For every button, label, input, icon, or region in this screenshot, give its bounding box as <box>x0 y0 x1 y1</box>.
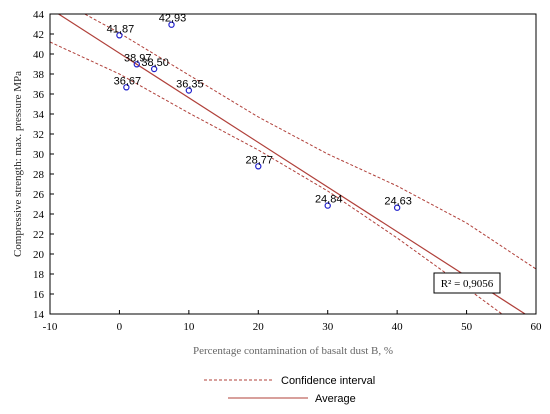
x-tick-label: 30 <box>322 321 334 333</box>
y-tick-label: 40 <box>33 49 45 61</box>
data-point-label: 24,63 <box>384 196 412 208</box>
data-point-label: 38,97 <box>124 52 152 64</box>
data-point-label: 36,35 <box>176 79 204 91</box>
data-point <box>255 163 262 170</box>
legend-label-confidence: Confidence interval <box>281 375 375 387</box>
x-tick-label: 10 <box>183 321 195 333</box>
y-tick-label: 28 <box>33 169 45 181</box>
r-squared-label: R² = 0,9056 <box>441 278 494 290</box>
y-tick-label: 16 <box>33 289 45 301</box>
x-tick-label: 40 <box>392 321 404 333</box>
y-tick-label: 22 <box>33 229 44 241</box>
y-tick-label: 30 <box>33 149 45 161</box>
y-tick-label: 32 <box>33 129 44 141</box>
confidence-upper-line <box>83 14 536 270</box>
data-point-label: 28,77 <box>246 154 274 166</box>
r-squared-box: R² = 0,9056 <box>433 272 501 294</box>
data-point <box>133 61 140 68</box>
data-point <box>324 202 331 209</box>
x-tick-label: 0 <box>117 321 123 333</box>
y-tick-label: 34 <box>33 109 45 121</box>
data-point-label: 42,93 <box>159 13 187 25</box>
y-tick-label: 42 <box>33 29 44 41</box>
x-tick-label: 20 <box>253 321 265 333</box>
y-tick-label: 20 <box>33 249 45 261</box>
legend: Confidence interval Average <box>204 375 375 405</box>
y-tick-label: 36 <box>33 89 45 101</box>
data-point <box>393 204 401 211</box>
regression-line <box>57 14 527 314</box>
data-point <box>150 65 158 73</box>
data-point <box>123 84 130 91</box>
y-tick-label: 26 <box>33 189 45 201</box>
y-tick-label: 44 <box>33 9 45 21</box>
data-point-label: 36,67 <box>114 75 142 87</box>
legend-label-average: Average <box>315 393 356 405</box>
y-tick-label: 38 <box>33 69 45 81</box>
data-point <box>168 21 175 28</box>
x-axis-label: Percentage contamination of basalt dust … <box>193 345 393 357</box>
data-point <box>185 87 193 94</box>
y-tick-label: 24 <box>33 209 45 221</box>
data-point <box>116 32 123 39</box>
y-axis-label: Compressive strength: max. pressure MPa <box>12 71 24 257</box>
data-point-label: 41,87 <box>107 23 135 35</box>
y-tick-label: 18 <box>33 269 45 281</box>
plot-area <box>49 13 537 315</box>
x-tick-label: 50 <box>461 321 473 333</box>
x-tick-label: 60 <box>531 321 543 333</box>
data-point-label: 38,50 <box>141 57 169 69</box>
data-point-label: 24,84 <box>315 194 343 206</box>
y-tick-label: 14 <box>33 309 45 321</box>
x-tick-label: -10 <box>43 321 58 333</box>
